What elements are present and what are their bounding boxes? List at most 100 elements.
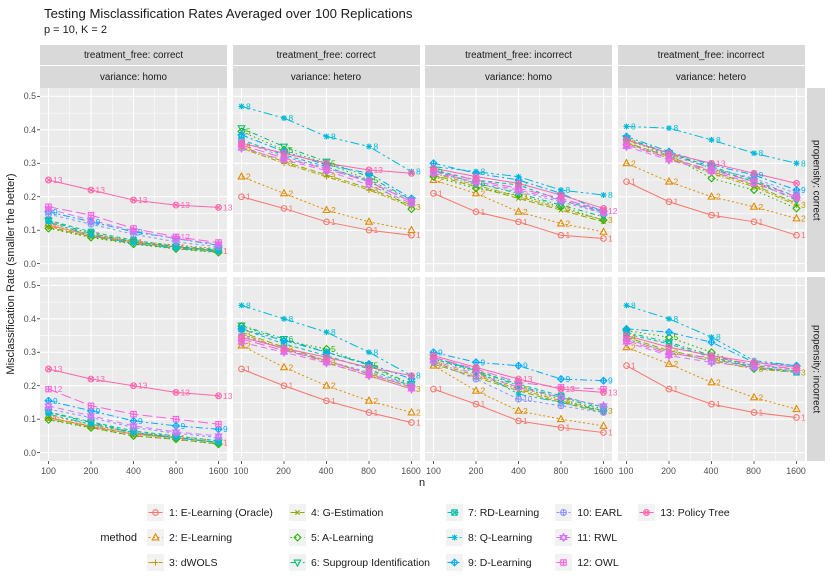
legend-item-1: 1: E-Learning (Oracle) <box>147 504 273 521</box>
x-tick-label: 1600 <box>401 466 421 476</box>
point-label-1: 1 <box>673 384 678 394</box>
x-tick-label: 400 <box>511 466 526 476</box>
point-label-2: 2 <box>523 207 528 217</box>
point-label-13: 13 <box>181 387 191 397</box>
series-line-1 <box>433 192 604 240</box>
point-label-8: 8 <box>608 190 613 200</box>
point-label-6: 6 <box>288 334 293 344</box>
point-label-8: 8 <box>246 300 251 310</box>
legend-key-icon-9 <box>446 554 464 571</box>
point-label-3: 3 <box>331 172 336 182</box>
point-label-9: 9 <box>608 376 613 386</box>
point-label-8: 8 <box>416 167 421 177</box>
point-label-1: 1 <box>438 188 443 198</box>
point-label-5: 5 <box>331 344 336 354</box>
y-tick-label: 0.1 <box>23 414 36 425</box>
point-label-2: 2 <box>481 188 486 198</box>
legend-key-icon-5 <box>288 529 306 546</box>
point-label-1: 1 <box>758 217 763 227</box>
series-line-1 <box>433 388 604 434</box>
point-label-3: 3 <box>673 347 678 357</box>
point-label-9: 9 <box>181 421 186 431</box>
point-label-3: 3 <box>481 371 486 381</box>
point-label-2: 2 <box>631 342 636 352</box>
point-label-13: 13 <box>53 364 63 374</box>
legend-key-icon-12 <box>555 554 573 571</box>
series-line-1 <box>625 181 797 236</box>
point-label-1: 1 <box>801 230 806 240</box>
series-line-8 <box>240 105 412 173</box>
point-label-1: 1 <box>96 230 101 240</box>
point-label-13: 13 <box>181 200 191 210</box>
point-label-3: 3 <box>673 153 678 163</box>
series-line-1 <box>240 196 412 236</box>
point-label-1: 1 <box>246 192 251 202</box>
series-line-7 <box>240 328 412 387</box>
legend-label-1: 1: E-Learning (Oracle) <box>169 506 273 519</box>
point-label-3: 3 <box>608 215 613 225</box>
series-line-5 <box>240 325 412 387</box>
facet-strip-col2-line1: treatment_free: correct <box>232 45 420 65</box>
series-line-3 <box>240 147 412 208</box>
x-tick-label: 800 <box>361 466 376 476</box>
point-label-5: 5 <box>246 126 251 136</box>
point-label-1: 1 <box>246 364 251 374</box>
legend-title: method <box>100 531 138 544</box>
point-label-2: 2 <box>566 218 571 228</box>
x-tick-label: 200 <box>468 466 484 476</box>
point-label-2: 2 <box>373 396 378 406</box>
point-label-2: 2 <box>758 392 763 402</box>
point-label-8: 8 <box>716 135 721 145</box>
point-label-12: 12 <box>608 206 618 216</box>
series-line-3 <box>433 361 604 412</box>
legend-key-icon-7 <box>446 504 464 521</box>
y-tick-label: 0.3 <box>23 347 36 358</box>
point-label-1: 1 <box>96 422 101 432</box>
point-label-5: 5 <box>288 145 293 155</box>
point-label-1: 1 <box>481 207 486 217</box>
point-label-9: 9 <box>566 374 571 384</box>
facet-strip-row2-label: propensity: incorrect <box>810 324 822 414</box>
point-label-13: 13 <box>53 175 63 185</box>
x-tick-label: 100 <box>233 466 249 476</box>
point-label-3: 3 <box>416 202 421 212</box>
legend-label-9: 9: D-Learning <box>468 556 532 569</box>
x-tick-label: 800 <box>168 466 184 476</box>
point-label-1: 1 <box>631 361 636 371</box>
facet-strip-row1: propensity: correct <box>807 88 825 272</box>
series-line-4 <box>433 174 604 223</box>
point-label-1: 1 <box>53 220 58 230</box>
y-tick-label: 0.3 <box>23 158 36 169</box>
facet-panel-r1c4: 1 1 1 1 1 2 2 2 2 2 3 3 3 3 3 8 8 8 8 8 9 9 13 <box>617 88 806 272</box>
series-line-2 <box>433 365 604 427</box>
series-line-10 <box>48 213 219 248</box>
point-label-2: 2 <box>481 386 486 396</box>
point-label-2: 2 <box>716 192 721 202</box>
legend-key-icon-3 <box>147 554 165 571</box>
legend-key-icon-4 <box>288 504 306 521</box>
x-tick-label: 100 <box>618 466 634 476</box>
point-label-3: 3 <box>716 168 721 178</box>
x-tick-label: 1600 <box>786 466 806 476</box>
facet-strip-row1-label: propensity: correct <box>810 139 822 221</box>
legend-label-3: 3: dWOLS <box>169 556 218 569</box>
legend-item-4: 4: G-Estimation <box>288 504 430 521</box>
point-label-10: 10 <box>523 394 533 404</box>
facet-strip-col4-line2: variance: hetero <box>617 66 805 88</box>
point-label-13: 13 <box>608 387 618 397</box>
point-label-5: 5 <box>373 175 378 185</box>
legend-label-4: 4: G-Estimation <box>310 506 384 519</box>
point-label-1: 1 <box>288 203 293 213</box>
point-label-8: 8 <box>631 121 636 131</box>
x-tick-label: 200 <box>276 466 291 476</box>
point-label-8: 8 <box>246 101 251 111</box>
legend-item-7: 7: RD-Learning <box>446 504 539 521</box>
point-label-13: 13 <box>138 381 148 391</box>
point-label-13: 13 <box>716 158 726 168</box>
series-line-11 <box>433 172 604 214</box>
x-tick-label: 200 <box>83 466 99 476</box>
y-tick-label: 0.5 <box>23 280 36 291</box>
point-label-3: 3 <box>631 138 636 148</box>
